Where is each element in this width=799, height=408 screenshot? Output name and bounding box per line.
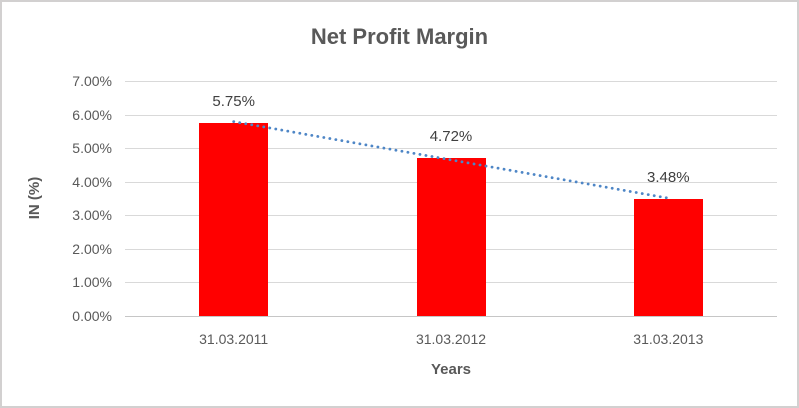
x-axis-title: Years — [430, 361, 472, 378]
x-axis-line — [125, 316, 777, 317]
chart-title: Net Profit Margin — [310, 24, 489, 49]
y-axis-tick-label: 4.00% — [72, 173, 112, 190]
bar-31.03.2013 — [633, 199, 703, 316]
data-label: 4.72% — [429, 127, 473, 145]
x-axis-tick-label: 31.03.2011 — [199, 331, 269, 347]
data-label: 3.48% — [647, 169, 690, 187]
gridline — [125, 81, 777, 82]
y-axis-tick-label: 1.00% — [72, 274, 112, 291]
bar-31.03.2012 — [416, 157, 486, 316]
y-axis-tick-label: 7.00% — [72, 73, 112, 89]
y-axis-tick-label: 2.00% — [72, 240, 112, 257]
y-axis-tick-label: 0.00% — [72, 308, 112, 324]
data-label: 5.75% — [212, 92, 255, 110]
bar-31.03.2011 — [199, 122, 269, 316]
y-axis-tick-label: 5.00% — [72, 140, 112, 157]
x-axis-tick-label: 31.03.2012 — [415, 331, 487, 347]
x-axis-tick-label: 31.03.2013 — [633, 331, 704, 347]
y-axis-title: IN (%) — [26, 176, 43, 220]
y-axis-tick-label: 6.00% — [72, 106, 112, 123]
gridline — [125, 114, 777, 116]
y-axis-tick-label: 3.00% — [72, 207, 112, 224]
